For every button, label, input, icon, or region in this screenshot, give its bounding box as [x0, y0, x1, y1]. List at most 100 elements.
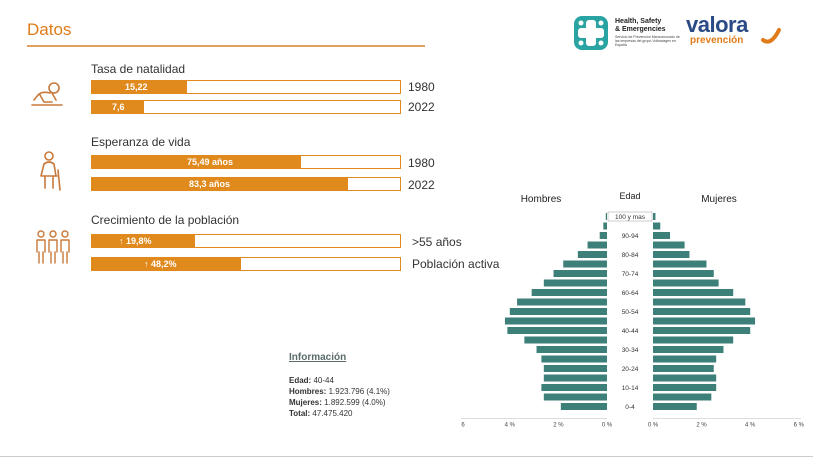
- x-tick-label: 4 %: [505, 423, 516, 429]
- pyramid-bar-female: [653, 346, 724, 353]
- pyramid-bar-male: [541, 384, 607, 391]
- population-group-icon: [36, 230, 70, 264]
- bar-category-label: >55 años: [412, 235, 462, 249]
- section-label-esperanza: Esperanza de vida: [91, 135, 191, 149]
- info-mujeres: Mujeres: 1.892.599 (4.0%): [289, 398, 386, 407]
- pyramid-bar-female: [653, 232, 671, 239]
- age-tick-label: 20-24: [622, 366, 639, 373]
- age-tick-label: 50-54: [622, 309, 639, 316]
- bar-fill: [92, 235, 196, 247]
- info-total-value: 47.475.420: [312, 409, 353, 418]
- hse-logo: Health, Safety & Emergencies Servicio de…: [573, 15, 683, 55]
- info-mujeres-label: Mujeres:: [289, 398, 322, 407]
- pyramid-bar-female: [653, 270, 714, 277]
- page-title: Datos: [27, 20, 72, 39]
- pyramid-bar-male: [509, 308, 607, 315]
- age-tick-label: 90-94: [622, 233, 639, 240]
- age-label-box: [607, 211, 653, 222]
- x-tick-label: 2 %: [696, 423, 707, 429]
- pyramid-bar-female: [653, 260, 707, 268]
- title-divider: [27, 45, 425, 47]
- section-label-natalidad: Tasa de natalidad: [91, 62, 186, 76]
- pyramid-bar-female: [653, 355, 717, 363]
- x-tick-label: 6 %: [794, 423, 805, 429]
- info-total-label: Total:: [289, 409, 311, 418]
- bar-fill: [92, 258, 242, 270]
- hse-cross-icon: [574, 16, 608, 50]
- pyramid-bar-female: [653, 222, 661, 230]
- bar-value: 83,3 años: [189, 179, 231, 189]
- age-tick-label: 80-84: [622, 252, 639, 259]
- pyramid-bar-male: [531, 289, 607, 296]
- pyramid-bar-female: [653, 241, 685, 249]
- pyramid-bar-male: [507, 327, 607, 334]
- bar-esperanza-2022: 83,3 años: [91, 177, 401, 191]
- age-tick-label: 60-64: [622, 290, 639, 297]
- bar-value: 15,22: [125, 82, 148, 92]
- pyramid-bar-male: [560, 403, 607, 410]
- pyramid-bar-female: [653, 336, 734, 344]
- bar-year-label: 1980: [408, 80, 435, 94]
- hse-logo-line2: & Emergencies: [615, 26, 666, 33]
- pyramid-title: Edad: [619, 191, 640, 201]
- pyramid-bar-male: [504, 317, 607, 325]
- pyramid-bar-male: [543, 365, 607, 372]
- baby-icon: [31, 82, 63, 106]
- pyramid-bar-male: [605, 213, 607, 220]
- age-tick-label: 40-44: [622, 328, 639, 335]
- x-tick-label: 4 %: [745, 423, 756, 429]
- bar-value: ↑ 19,8%: [119, 236, 152, 246]
- x-tick-label: 6: [461, 423, 465, 429]
- pyramid-bar-male: [603, 222, 607, 230]
- pyramid-left-label: Hombres: [521, 194, 562, 205]
- info-hombres: Hombres: 1.923.796 (4.1%): [289, 387, 390, 396]
- age-tick-label: 70-74: [622, 271, 639, 278]
- pyramid-bar-male: [524, 336, 607, 344]
- bar-fill: [92, 178, 349, 190]
- info-edad: Edad: 40-44: [289, 376, 334, 385]
- pyramid-bar-female: [653, 393, 712, 401]
- bar-fill: [92, 101, 144, 113]
- pyramid-bar-male: [536, 346, 607, 353]
- info-edad-value: 40-44: [313, 376, 334, 385]
- pyramid-bar-male: [543, 279, 607, 287]
- pyramid-bar-female: [653, 365, 714, 372]
- hse-logo-sub: Servicio de Prevención Mancomunado de la…: [615, 35, 680, 47]
- bar-value: 75,49 años: [187, 157, 234, 167]
- pyramid-bar-female: [653, 289, 734, 296]
- pyramid-bar-male: [577, 251, 607, 258]
- elderly-person-icon: [40, 151, 61, 191]
- x-tick-label: 0 %: [648, 423, 659, 429]
- bar-crecimiento-55: ↑ 19,8%: [91, 234, 401, 248]
- pyramid-bar-female: [653, 327, 751, 334]
- info-heading[interactable]: Información: [289, 352, 347, 363]
- pyramid-bar-female: [653, 279, 719, 287]
- section-label-crecimiento: Crecimiento de la población: [91, 213, 240, 227]
- bar-year-label: 1980: [408, 156, 435, 170]
- bar-natalidad-2022: 7,6: [91, 100, 401, 114]
- valora-logo-word: valora: [686, 12, 748, 37]
- age-tick-label: 0-4: [625, 404, 635, 411]
- pyramid-bar-male: [599, 232, 607, 239]
- pyramid-bar-female: [653, 308, 751, 315]
- pyramid-bar-female: [653, 213, 656, 220]
- pyramid-bar-female: [653, 298, 746, 306]
- valora-logo-sub: prevención: [690, 35, 744, 46]
- x-tick-label: 0 %: [602, 423, 613, 429]
- bar-category-label: Población activa: [412, 257, 500, 271]
- bar-natalidad-1980: 15,22: [91, 80, 401, 94]
- bar-year-label: 2022: [408, 100, 435, 114]
- bar-value: 7,6: [112, 102, 125, 112]
- pyramid-bar-female: [653, 374, 717, 382]
- bar-esperanza-1980: 75,49 años: [91, 155, 401, 169]
- bar-year-label: 2022: [408, 178, 435, 192]
- bottom-divider: [0, 456, 813, 457]
- pyramid-bar-male: [543, 374, 607, 382]
- x-tick-label: 2 %: [553, 423, 564, 429]
- age-tick-label: 30-34: [622, 347, 639, 354]
- pyramid-bar-male: [543, 393, 607, 401]
- valora-logo: valora prevención: [686, 12, 781, 52]
- pyramid-bar-male: [563, 260, 607, 268]
- pyramid-bar-male: [553, 270, 607, 277]
- pyramid-bar-male: [541, 355, 607, 363]
